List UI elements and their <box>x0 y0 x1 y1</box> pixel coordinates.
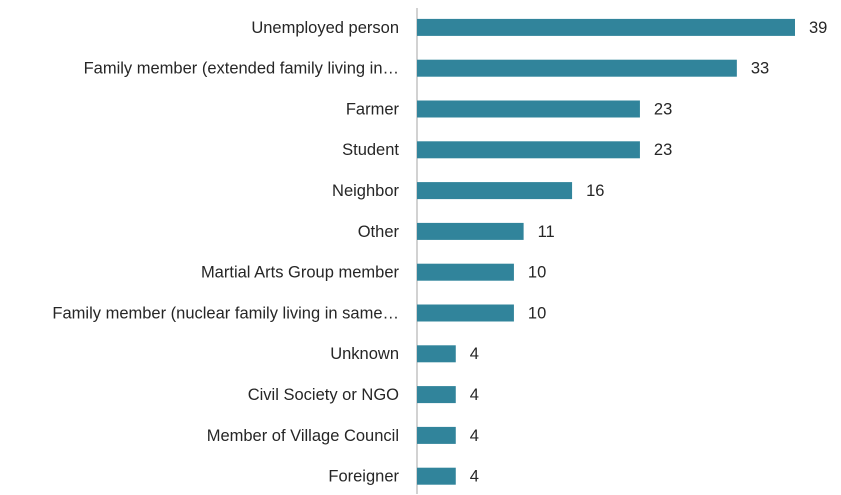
category-label: Civil Society or NGO <box>248 386 399 404</box>
bar <box>417 386 456 404</box>
category-label: Member of Village Council <box>207 427 399 445</box>
category-label: Martial Arts Group member <box>201 264 400 282</box>
bar <box>417 467 456 485</box>
value-label: 16 <box>586 182 604 200</box>
value-label: 11 <box>538 223 555 241</box>
category-label: Family member (nuclear family living in … <box>52 304 399 322</box>
category-label: Other <box>358 223 400 241</box>
value-label: 4 <box>470 427 479 445</box>
bar <box>417 263 514 281</box>
bar <box>417 100 640 118</box>
category-label: Unemployed person <box>251 19 399 37</box>
value-label: 4 <box>470 386 479 404</box>
value-label: 23 <box>654 141 672 159</box>
value-label: 39 <box>809 19 827 37</box>
value-label: 4 <box>470 468 479 486</box>
bar <box>417 304 514 322</box>
bar <box>417 141 640 159</box>
bar <box>417 222 524 240</box>
value-label: 10 <box>528 264 546 282</box>
category-label: Student <box>342 141 399 159</box>
value-label: 23 <box>654 100 672 118</box>
bar <box>417 182 573 200</box>
category-label: Unknown <box>330 345 399 363</box>
bar <box>417 345 456 363</box>
category-label: Farmer <box>346 100 400 118</box>
value-label: 10 <box>528 304 546 322</box>
category-label: Neighbor <box>332 182 399 200</box>
value-label: 33 <box>751 60 769 78</box>
value-label: 4 <box>470 345 479 363</box>
bar <box>417 18 795 36</box>
category-label: Foreigner <box>328 468 399 486</box>
category-label: Family member (extended family living in… <box>84 60 399 78</box>
bar <box>417 59 737 77</box>
bar <box>417 426 456 444</box>
